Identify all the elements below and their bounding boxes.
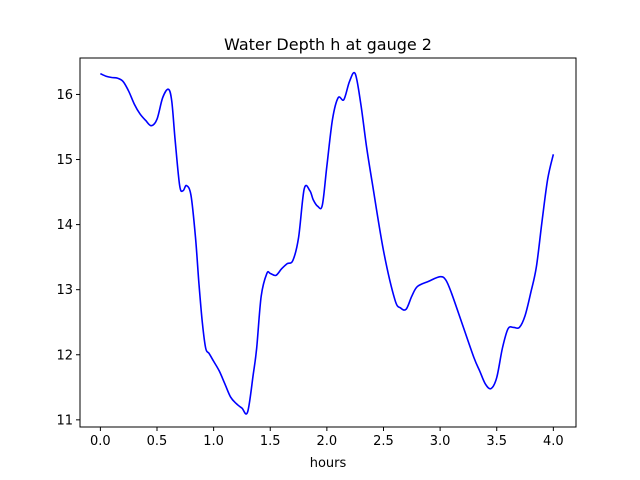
chart-title: Water Depth h at gauge 2 [224,35,432,54]
y-tick-label: 15 [56,153,73,168]
x-tick-label: 4.0 [543,434,564,449]
series-line [100,71,555,415]
y-tick-label: 12 [56,348,73,363]
y-tick-label: 13 [56,283,73,298]
plot-area [80,58,576,427]
x-tick-label: 0.0 [90,434,111,449]
y-tick-label: 16 [56,88,73,103]
x-tick-label: 1.5 [260,434,281,449]
y-axis-ticks: 11 12 13 14 15 16 [56,88,80,428]
x-tick-label: 3.0 [430,434,451,449]
series-layer [100,71,555,415]
x-tick-label: 1.0 [203,434,224,449]
x-tick-label: 2.0 [317,434,338,449]
x-axis-ticks: 0.0 0.5 1.0 1.5 2.0 2.5 3.0 3.5 4.0 [90,427,564,449]
plot-frame [79,57,577,428]
y-tick-label: 14 [56,218,73,233]
x-tick-label: 2.5 [373,434,394,449]
x-tick-label: 0.5 [147,434,168,449]
x-tick-label: 3.5 [486,434,507,449]
y-tick-label: 11 [56,413,73,428]
x-axis-label: hours [310,456,347,471]
